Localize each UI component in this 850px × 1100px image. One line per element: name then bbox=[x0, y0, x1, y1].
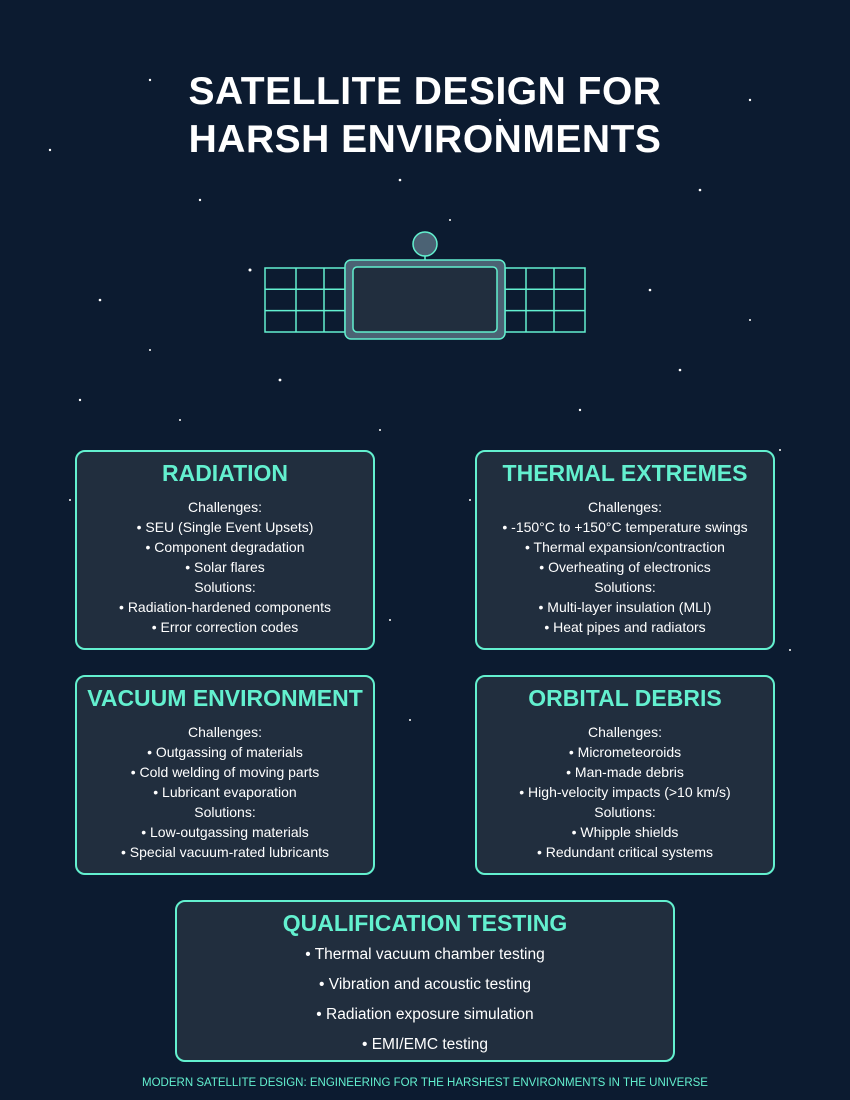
challenge-item: • Thermal expansion/contraction bbox=[525, 539, 725, 555]
solution-item: • Whipple shields bbox=[571, 824, 679, 840]
qualification-item: • Vibration and acoustic testing bbox=[319, 976, 531, 993]
solution-item: • Redundant critical systems bbox=[536, 844, 714, 860]
solution-item: • Multi-layer insulation (MLI) bbox=[538, 599, 712, 615]
title-line-1: SATELLITE DESIGN FOR bbox=[188, 70, 662, 113]
solar-panel-left-icon bbox=[264, 267, 346, 333]
card-title: THERMAL EXTREMES bbox=[502, 460, 748, 486]
challenges-label: Challenges: bbox=[588, 499, 662, 515]
challenge-item: • -150°C to +150°C temperature swings bbox=[502, 519, 748, 535]
challenge-item: • Micrometeoroids bbox=[568, 744, 682, 760]
challenges-label: Challenges: bbox=[588, 724, 662, 740]
qualification-item: • Radiation exposure simulation bbox=[316, 1006, 534, 1023]
vacuum-environment-card: VACUUM ENVIRONMENT Challenges: • Outgass… bbox=[75, 675, 375, 875]
antenna-dish-icon bbox=[412, 231, 438, 257]
qualification-item: • EMI/EMC testing bbox=[361, 1036, 488, 1053]
solutions-label: Solutions: bbox=[194, 579, 256, 595]
satellite-icon bbox=[264, 231, 586, 340]
challenges-label: Challenges: bbox=[188, 499, 262, 515]
challenge-item: • Solar flares bbox=[185, 559, 265, 575]
solution-item: • Heat pipes and radiators bbox=[544, 619, 706, 635]
challenge-item: • Man-made debris bbox=[566, 764, 684, 780]
orbital-debris-card: ORBITAL DEBRIS Challenges: • Micrometeor… bbox=[475, 675, 775, 875]
solution-item: • Error correction codes bbox=[151, 619, 299, 635]
card-title: ORBITAL DEBRIS bbox=[528, 685, 722, 711]
solar-panel-right-icon bbox=[504, 267, 586, 333]
solution-item: • Low-outgassing materials bbox=[141, 824, 309, 840]
challenge-item: • Outgassing of materials bbox=[147, 744, 303, 760]
challenge-item: • High-velocity impacts (>10 km/s) bbox=[519, 784, 731, 800]
challenge-item: • Cold welding of moving parts bbox=[130, 764, 320, 780]
card-title: VACUUM ENVIRONMENT bbox=[87, 685, 363, 711]
solutions-label: Solutions: bbox=[594, 579, 656, 595]
card-title: QUALIFICATION TESTING bbox=[282, 910, 568, 936]
thermal-extremes-card: THERMAL EXTREMES Challenges: • -150°C to… bbox=[475, 450, 775, 650]
solution-item: • Radiation-hardened components bbox=[119, 599, 331, 615]
footer-caption: MODERN SATELLITE DESIGN: ENGINEERING FOR… bbox=[142, 1077, 708, 1089]
challenge-item: • SEU (Single Event Upsets) bbox=[136, 519, 314, 535]
challenge-item: • Overheating of electronics bbox=[539, 559, 711, 575]
qualification-testing-card: QUALIFICATION TESTING • Thermal vacuum c… bbox=[175, 900, 675, 1062]
card-title: RADIATION bbox=[161, 460, 289, 486]
qualification-item: • Thermal vacuum chamber testing bbox=[305, 946, 545, 963]
challenge-item: • Component degradation bbox=[145, 539, 305, 555]
title-line-2: HARSH ENVIRONMENTS bbox=[188, 118, 662, 161]
solution-item: • Special vacuum-rated lubricants bbox=[121, 844, 329, 860]
radiation-card: RADIATION Challenges: • SEU (Single Even… bbox=[75, 450, 375, 650]
solutions-label: Solutions: bbox=[594, 804, 656, 820]
challenges-label: Challenges: bbox=[188, 724, 262, 740]
challenge-item: • Lubricant evaporation bbox=[153, 784, 297, 800]
page-title: SATELLITE DESIGN FOR HARSH ENVIRONMENTS bbox=[0, 68, 850, 164]
solutions-label: Solutions: bbox=[194, 804, 256, 820]
